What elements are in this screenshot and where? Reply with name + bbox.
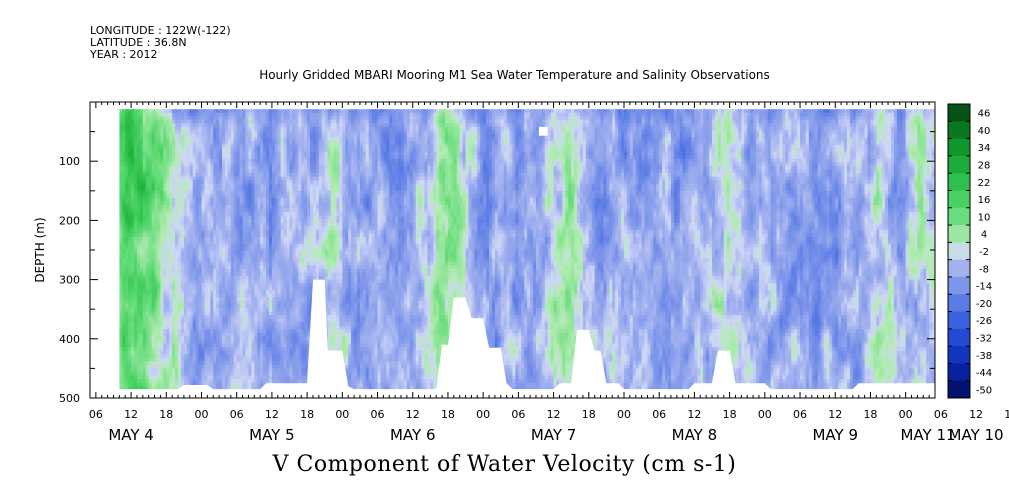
heatmap-field xyxy=(119,109,941,394)
